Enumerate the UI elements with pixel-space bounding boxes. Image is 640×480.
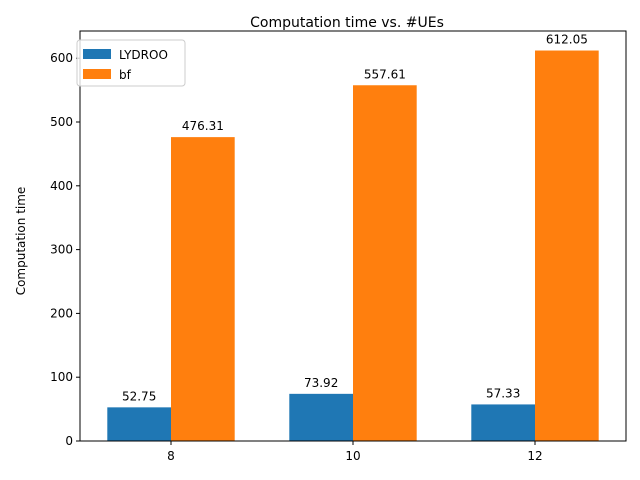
y-tick-label: 600 <box>50 51 73 65</box>
data-label: 52.75 <box>122 389 156 403</box>
bar-lydroo-12 <box>471 404 535 441</box>
y-tick-label: 400 <box>50 179 73 193</box>
bar-bf-12 <box>535 50 599 442</box>
bar-bf-8 <box>171 137 235 442</box>
x-tick-label: 12 <box>527 449 542 463</box>
data-label: 57.33 <box>486 386 520 400</box>
plot-area: 52.75 73.92 57.33 476.31 557.61 612.05 0 100 200… <box>50 30 627 463</box>
legend-swatch-lydroo <box>83 49 111 59</box>
legend-label-bf: bf <box>119 68 132 82</box>
legend-box <box>76 39 186 87</box>
y-tick-label: 300 <box>50 243 73 257</box>
chart-title: Computation time vs. #UEs <box>250 15 444 31</box>
legend-swatch-bf <box>83 69 111 79</box>
data-label: 557.61 <box>364 67 406 81</box>
y-tick-label: 500 <box>50 115 73 129</box>
bar-lydroo-10 <box>289 393 353 441</box>
y-tick-label: 100 <box>50 370 73 384</box>
legend-label-lydroo: LYDROO <box>119 48 168 62</box>
legend: LYDROO bf <box>76 39 186 87</box>
bar-bf-10 <box>353 85 417 442</box>
data-label: 612.05 <box>546 33 588 47</box>
y-tick-label: 200 <box>50 306 73 320</box>
x-tick-label: 8 <box>167 449 175 463</box>
bar-lydroo-8 <box>107 407 171 441</box>
y-axis-label: Computation time <box>14 187 28 296</box>
data-label: 476.31 <box>182 119 224 133</box>
x-tick-label: 10 <box>345 449 360 463</box>
y-tick-label: 0 <box>65 434 73 448</box>
data-label: 73.92 <box>304 376 338 390</box>
